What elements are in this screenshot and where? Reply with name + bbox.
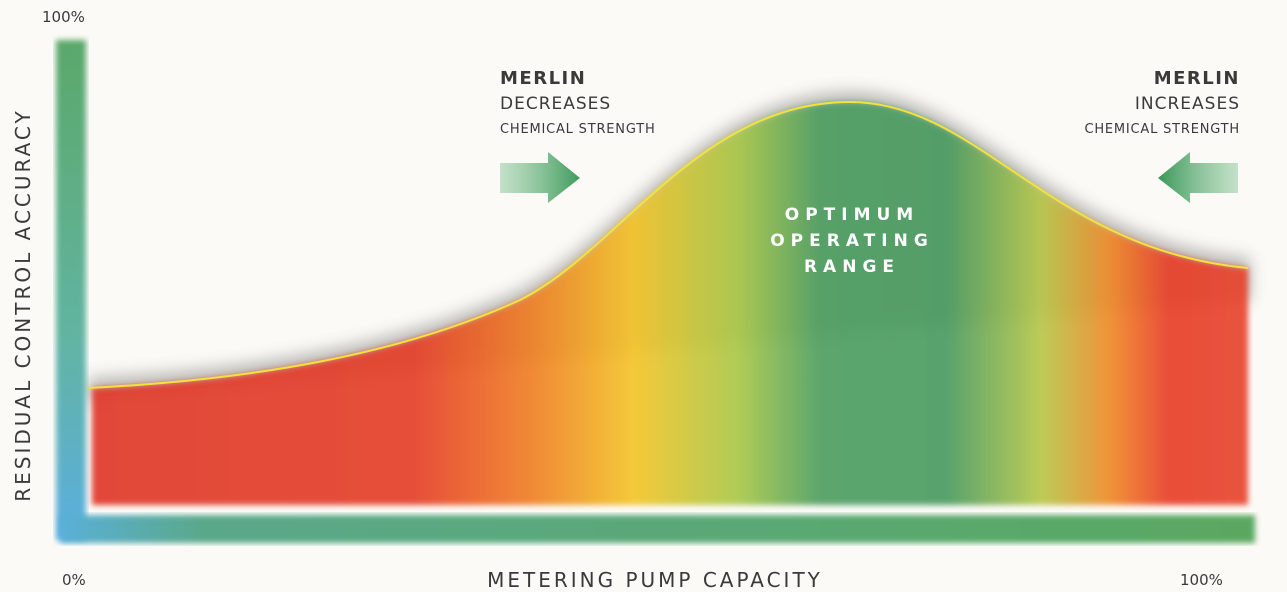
- x-axis-bar: [60, 515, 1255, 543]
- y-axis-label: RESIDUAL CONTROL ACCURACY: [11, 108, 35, 502]
- accuracy-area: [92, 102, 1248, 505]
- action: INCREASES: [1135, 94, 1240, 114]
- brand: MERLIN: [500, 68, 586, 89]
- x-axis-label: METERING PUMP CAPACITY: [487, 568, 823, 592]
- object: CHEMICAL STRENGTH: [500, 122, 656, 137]
- center-label-line: OPERATING: [770, 231, 934, 251]
- accuracy-curve: [87, 100, 1249, 389]
- center-label-line: RANGE: [804, 257, 900, 277]
- center-label-line: OPTIMUM: [785, 205, 919, 225]
- arrow-left: [1158, 152, 1238, 203]
- x-end-label: 100%: [1180, 571, 1223, 589]
- y-top-label: 100%: [42, 8, 85, 26]
- x-start-label: 0%: [62, 571, 86, 589]
- brand: MERLIN: [1154, 68, 1240, 89]
- center-label: OPTIMUM OPERATING RANGE: [770, 205, 934, 277]
- object: CHEMICAL STRENGTH: [1084, 122, 1240, 137]
- y-axis-bar: [56, 40, 86, 540]
- action: DECREASES: [500, 94, 611, 114]
- arrow-right: [500, 152, 580, 203]
